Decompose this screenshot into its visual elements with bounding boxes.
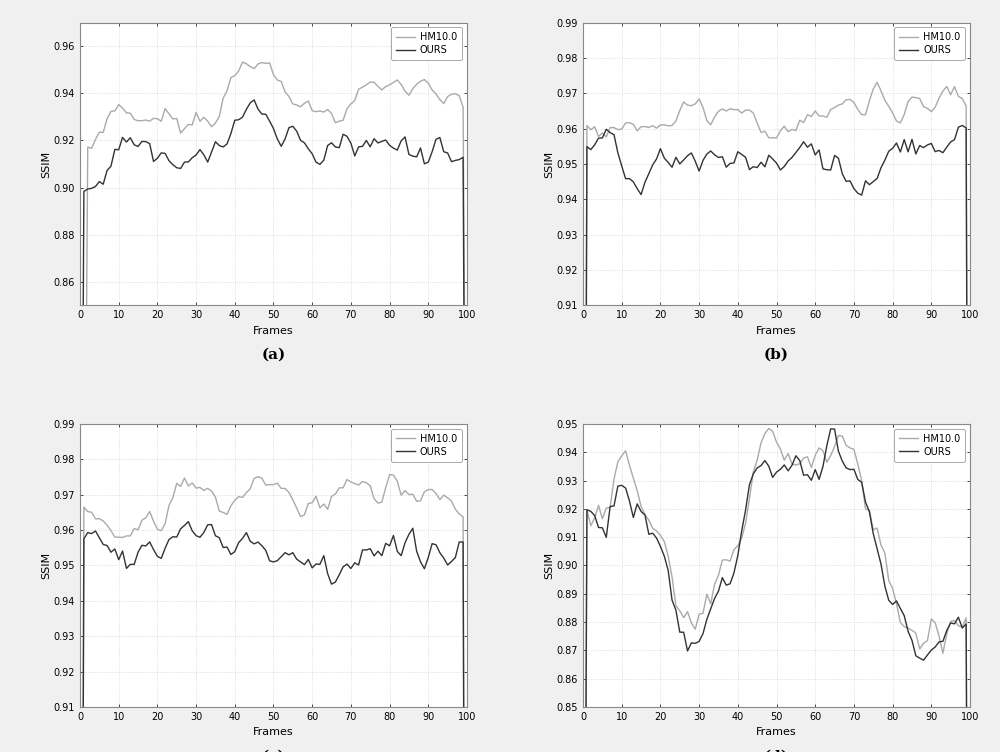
- OURS: [755, 461, 767, 470]
- Legend: HM10.0, OURS: HM10.0, OURS: [391, 429, 462, 462]
- HM10.0: [310, 108, 322, 117]
- OURS: [604, 502, 616, 511]
- Y-axis label: SSIM: SSIM: [544, 552, 554, 579]
- Line: OURS: OURS: [583, 126, 970, 752]
- OURS: [809, 465, 821, 474]
- HM10.0: [867, 84, 879, 93]
- HM10.0: [871, 523, 883, 532]
- OURS: [825, 424, 837, 433]
- HM10.0: [461, 657, 473, 666]
- Y-axis label: SSIM: SSIM: [41, 552, 51, 579]
- OURS: [848, 184, 860, 193]
- HM10.0: [674, 106, 686, 115]
- Legend: HM10.0, OURS: HM10.0, OURS: [894, 27, 965, 60]
- X-axis label: Frames: Frames: [756, 727, 797, 737]
- OURS: [349, 558, 361, 567]
- OURS: [604, 128, 616, 137]
- OURS: [349, 151, 361, 160]
- Y-axis label: SSIM: SSIM: [41, 150, 51, 177]
- Y-axis label: SSIM: SSIM: [544, 150, 554, 177]
- X-axis label: Frames: Frames: [756, 326, 797, 335]
- Text: (d): (d): [764, 749, 789, 752]
- HM10.0: [871, 78, 883, 87]
- HM10.0: [345, 478, 357, 487]
- Legend: HM10.0, OURS: HM10.0, OURS: [894, 429, 965, 462]
- Line: OURS: OURS: [80, 522, 467, 752]
- OURS: [182, 517, 194, 526]
- Line: HM10.0: HM10.0: [583, 429, 970, 752]
- HM10.0: [237, 58, 249, 67]
- HM10.0: [755, 128, 767, 137]
- OURS: [310, 158, 322, 167]
- OURS: [310, 559, 322, 569]
- OURS: [256, 110, 268, 119]
- OURS: [871, 544, 883, 553]
- HM10.0: [674, 606, 686, 615]
- Text: (a): (a): [261, 347, 286, 362]
- HM10.0: [364, 481, 376, 490]
- HM10.0: [101, 114, 113, 123]
- HM10.0: [306, 499, 318, 508]
- HM10.0: [252, 472, 264, 481]
- HM10.0: [848, 98, 860, 107]
- Line: OURS: OURS: [80, 100, 467, 752]
- X-axis label: Frames: Frames: [253, 727, 294, 737]
- HM10.0: [101, 520, 113, 529]
- Text: (c): (c): [262, 749, 285, 752]
- HM10.0: [256, 58, 268, 67]
- Line: HM10.0: HM10.0: [80, 62, 467, 752]
- HM10.0: [809, 107, 821, 116]
- HM10.0: [171, 479, 183, 488]
- Line: HM10.0: HM10.0: [583, 83, 970, 752]
- OURS: [101, 166, 113, 175]
- OURS: [368, 551, 380, 560]
- HM10.0: [755, 438, 767, 447]
- X-axis label: Frames: Frames: [253, 326, 294, 335]
- Line: OURS: OURS: [583, 429, 970, 752]
- OURS: [171, 532, 183, 541]
- OURS: [248, 96, 260, 105]
- HM10.0: [852, 459, 864, 468]
- HM10.0: [171, 114, 183, 123]
- HM10.0: [349, 96, 361, 105]
- Line: HM10.0: HM10.0: [80, 475, 467, 752]
- HM10.0: [763, 424, 775, 433]
- OURS: [956, 121, 968, 130]
- OURS: [101, 541, 113, 550]
- HM10.0: [813, 444, 825, 453]
- OURS: [809, 150, 821, 159]
- HM10.0: [604, 503, 616, 512]
- OURS: [852, 475, 864, 484]
- OURS: [171, 163, 183, 172]
- Text: (b): (b): [764, 347, 789, 362]
- OURS: [674, 159, 686, 168]
- HM10.0: [384, 470, 396, 479]
- OURS: [755, 158, 767, 167]
- Legend: HM10.0, OURS: HM10.0, OURS: [391, 27, 462, 60]
- OURS: [674, 628, 686, 637]
- OURS: [368, 134, 380, 143]
- HM10.0: [368, 78, 380, 87]
- OURS: [867, 177, 879, 186]
- HM10.0: [604, 123, 616, 132]
- OURS: [256, 541, 268, 550]
